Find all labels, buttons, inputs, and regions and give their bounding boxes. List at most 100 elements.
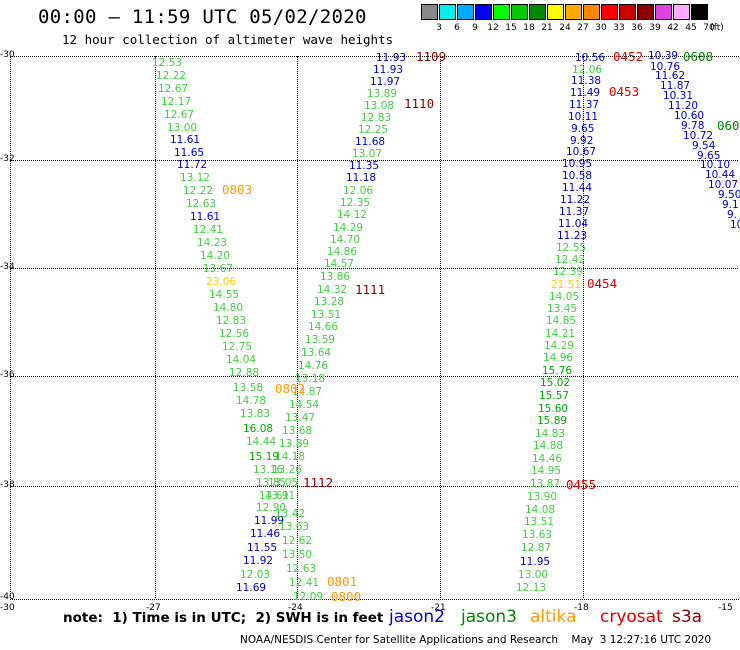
wave-height-value: 13.51 [524,516,555,528]
legend-level-label: 3 [436,23,442,33]
wave-height-value: 11.44 [562,182,593,194]
latitude-label: -30 [0,50,15,60]
legend-swatch [511,4,528,20]
wave-height-value: 12.75 [222,341,253,353]
wave-height-value: 12.83 [216,315,247,327]
satellite-cryosat: cryosat [600,607,663,627]
wave-height-value: 13.63 [279,521,310,533]
wave-height-value: 11.23 [557,230,588,242]
wave-height-value: 13.42 [275,508,306,520]
wave-height-value: 11.65 [174,147,205,159]
wave-height-value: 10.58 [562,170,593,182]
wave-height-value: 9.54 [692,140,716,152]
wave-height-value: 9.65 [571,123,595,135]
wave-height-value: 11.49 [570,87,601,99]
wave-height-value: 14.57 [324,258,355,270]
latitude-gridline [10,268,738,269]
wave-height-value: 15.60 [538,403,569,415]
wave-height-value: 9. [727,209,738,221]
legend-level-label: 24 [559,23,571,33]
wave-height-value: 13.58 [233,382,264,394]
wave-height-value: 9.1 [722,199,739,211]
wave-height-value: 13.90 [527,491,558,503]
legend-level-label: 18 [523,23,535,33]
legend-level-label: 6 [454,23,460,33]
pass-time-label: 1111 [355,282,386,297]
legend-swatch [691,4,708,20]
wave-height-value: 12.17 [161,96,192,108]
wave-height-value: 14.18 [275,451,306,463]
wave-height-value: 14.20 [200,250,231,262]
wave-height-value: 14.61 [259,490,290,502]
wave-height-value: 10.67 [566,146,597,158]
wave-height-value: 12.22 [156,70,187,82]
wave-height-value: 14.32 [317,284,348,296]
wave-height-value: 11.61 [190,211,221,223]
legend-swatch [421,4,438,20]
wave-height-value: 12.13 [516,582,547,594]
wave-height-value: 10.56 [575,52,606,64]
legend-level-label: 42 [667,23,679,33]
longitude-label: -15 [718,603,733,613]
wave-height-value: 13.08 [364,100,395,112]
latitude-gridline [10,486,738,487]
pass-time-label: 0454 [587,276,618,291]
wave-height-value: 12.06 [572,64,603,76]
wave-height-value: 9.65 [697,150,721,162]
wave-height-value: 13.67 [203,263,234,275]
wave-height-value: 11.87 [660,80,691,92]
wave-height-value: 13.00 [167,122,198,134]
wave-height-value: 13.87 [530,478,561,490]
wave-height-value: 10.07 [708,179,739,191]
satellite-jason3: jason3 [461,607,517,627]
wave-height-value: 10.11 [568,111,599,123]
legend-level-label: 27 [577,23,589,33]
wave-height-value: 10.39 [648,50,679,62]
longitude-gridline [440,56,441,598]
longitude-label: -24 [288,603,303,613]
wave-height-value: 12.55 [556,242,587,254]
wave-height-value: 12.41 [193,224,224,236]
wave-height-value: 10 [730,219,740,231]
legend-level-label: 39 [649,23,661,33]
wave-height-value: 14.86 [327,246,358,258]
legend-level-label: 21 [541,23,553,33]
wave-height-value: 11.97 [370,76,401,88]
wave-height-value: 16.08 [243,423,274,435]
longitude-label: -18 [574,603,589,613]
wave-height-value: 11.37 [569,99,600,111]
wave-height-value: 13.63 [522,529,553,541]
wave-height-value: 14.55 [209,289,240,301]
legend-swatch [493,4,510,20]
wave-height-value: 11.46 [250,528,281,540]
wave-height-value: 14.96 [543,352,574,364]
wave-height-value: 11.99 [254,515,285,527]
pass-time-label: 0802 [275,381,306,396]
wave-height-value: 15.89 [537,415,568,427]
latitude-gridline [10,160,738,161]
legend-swatch [583,4,600,20]
wave-height-value: 12.67 [164,109,195,121]
wave-height-value: 13.05 [268,477,299,489]
wave-height-value: 13.47 [285,412,316,424]
wave-height-value: 11.61 [170,134,201,146]
legend-level-label: 9 [472,23,478,33]
legend-swatch [601,4,618,20]
wave-height-value: 12.90 [256,502,287,514]
legend-swatch [619,4,636,20]
wave-height-value: 14.44 [246,436,277,448]
wave-height-value: 12.67 [158,83,189,95]
pass-time-label: 0452 [613,49,644,64]
wave-height-value: 14.70 [330,234,361,246]
wave-height-value: 13.50 [282,549,313,561]
wave-height-value: 12.87 [521,542,552,554]
longitude-label: -27 [146,603,161,613]
legend-swatch [565,4,582,20]
wave-height-value: 10.60 [674,110,705,122]
wave-height-value: 14.21 [545,328,576,340]
wave-height-value: 13.83 [240,408,271,420]
wave-height-value: 13.51 [311,309,342,321]
wave-height-value: 9.92 [570,135,594,147]
legend-level-label: 33 [613,23,625,33]
wave-height-value: 14.80 [213,302,244,314]
